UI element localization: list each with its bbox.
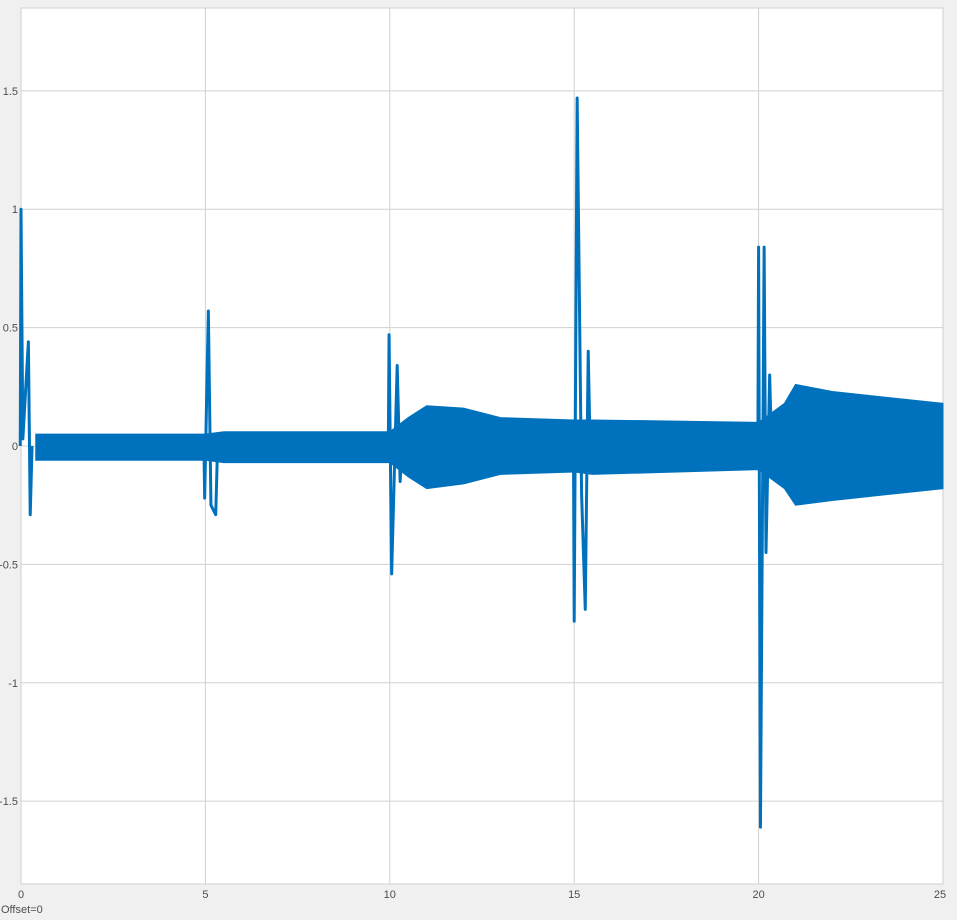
transient-spike xyxy=(18,207,34,517)
y-tick-labels: 1.5 1 0.5 0 -0.5 -1 -1.5 xyxy=(0,86,18,808)
x-tick-labels: 0 5 10 15 20 25 xyxy=(18,889,946,901)
grid-lines xyxy=(21,8,943,884)
y-tick-label: -1 xyxy=(8,678,18,690)
y-tick-label: 1.5 xyxy=(3,86,18,98)
oscillation-band xyxy=(35,383,944,506)
offset-label: Offset=0 xyxy=(1,904,43,916)
y-tick-label: -0.5 xyxy=(0,559,18,571)
x-tick-label: 5 xyxy=(202,889,208,901)
y-tick-label: 0 xyxy=(12,441,18,453)
transient-spike xyxy=(756,245,774,829)
signal-series xyxy=(18,96,944,829)
transient-spike xyxy=(202,309,220,517)
y-tick-label: 0.5 xyxy=(3,323,18,335)
y-tick-label: 1 xyxy=(12,204,18,216)
y-tick-label: -1.5 xyxy=(0,796,18,808)
x-tick-label: 15 xyxy=(568,889,580,901)
transient-spike xyxy=(571,96,592,623)
x-tick-label: 10 xyxy=(384,889,396,901)
transient-spike xyxy=(386,333,404,576)
x-tick-label: 20 xyxy=(752,889,764,901)
x-tick-label: 25 xyxy=(934,889,946,901)
x-tick-label: 0 xyxy=(18,889,24,901)
